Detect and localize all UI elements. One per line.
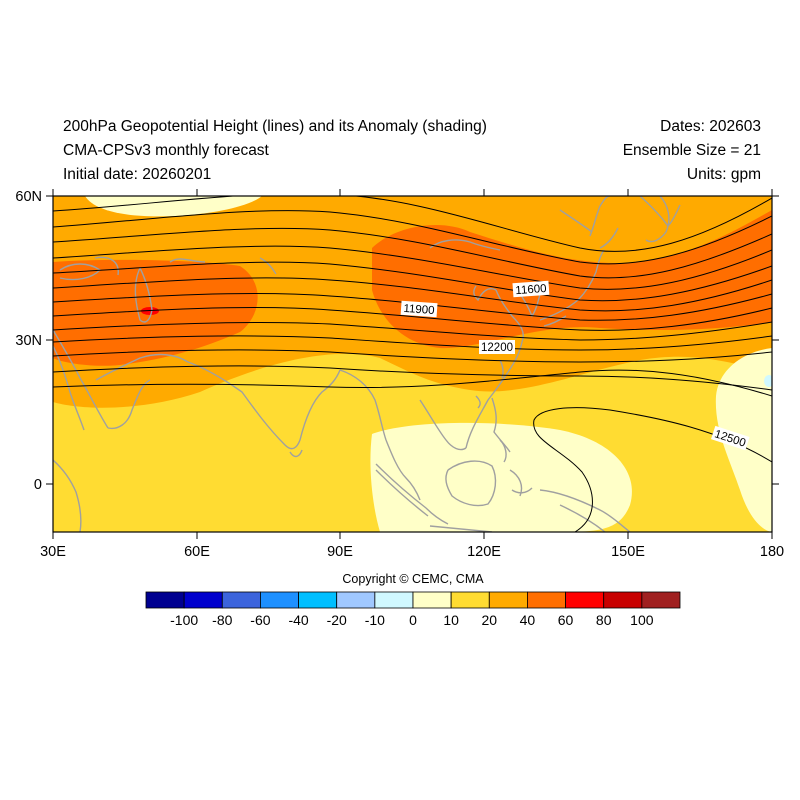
lon-label-150e: 150E [611, 544, 645, 560]
colorbar-box-10 [527, 591, 566, 609]
colorbar-label: 0 [409, 612, 417, 628]
units-label: Units: gpm [686, 166, 761, 183]
contour-label-11900: 11900 [403, 303, 435, 317]
colorbar-label: -100 [170, 612, 199, 628]
colorbar-box-7 [412, 591, 452, 609]
colorbar-label: -80 [212, 612, 233, 628]
colorbar-label: -10 [364, 612, 385, 628]
axis-labels: 60N 30N 0 30E 60E 90E 120E 150E 180 [15, 189, 784, 560]
ensemble-size-label: Ensemble Size = 21 [622, 142, 761, 159]
colorbar-box-6 [374, 591, 414, 609]
colorbar-box-4 [298, 591, 338, 609]
lat-label-0: 0 [34, 477, 42, 493]
colorbar-label: 20 [481, 612, 498, 628]
colorbar-label: -20 [326, 612, 347, 628]
colorbar-box-12 [603, 591, 643, 609]
colorbar-label: -60 [250, 612, 271, 628]
colorbar-box-11 [565, 591, 605, 609]
lon-label-90e: 90E [327, 544, 353, 560]
colorbar [145, 591, 681, 609]
colorbar-box-2 [221, 591, 261, 609]
colorbar-box-5 [336, 591, 376, 609]
title-line-1: 200hPa Geopotential Height (lines) and i… [63, 118, 487, 135]
colorbar-label: -40 [288, 612, 309, 628]
lon-label-120e: 120E [467, 544, 501, 560]
lon-label-30e: 30E [40, 544, 66, 560]
contour-label-group: 11900 11600 12200 12500 [400, 280, 750, 451]
lat-label-60n: 60N [15, 189, 42, 205]
copyright-text: Copyright © CEMC, CMA [342, 572, 484, 586]
axis-ticks [46, 189, 779, 539]
contour-label-11600: 11600 [515, 283, 547, 297]
title-line-2: CMA-CPSv3 monthly forecast [63, 142, 269, 159]
colorbar-box-13 [641, 591, 681, 609]
colorbar-label: 40 [519, 612, 536, 628]
colorbar-box-1 [183, 591, 223, 609]
colorbar-label: 100 [630, 612, 654, 628]
dates-label: Dates: 202603 [660, 118, 761, 135]
lon-label-180: 180 [760, 544, 784, 560]
colorbar-box-9 [488, 591, 528, 609]
colorbar-box-3 [260, 591, 299, 609]
colorbar-box-0 [145, 591, 185, 609]
colorbar-box-8 [450, 591, 490, 609]
title-line-3: Initial date: 20260201 [63, 166, 212, 183]
lon-label-60e: 60E [184, 544, 210, 560]
contour-label-12200: 12200 [481, 342, 513, 354]
anomaly-shading [53, 196, 772, 532]
colorbar-label: 60 [557, 612, 574, 628]
colorbar-label: 80 [595, 612, 612, 628]
colorbar-label: 10 [443, 612, 459, 628]
plot-frame [52, 195, 773, 533]
lat-label-30n: 30N [15, 333, 42, 349]
height-contours [53, 196, 772, 532]
colorbar-labels: -100 -80 -60 -40 -20 -10 0 10 20 40 60 80 100 [0, 612, 800, 630]
